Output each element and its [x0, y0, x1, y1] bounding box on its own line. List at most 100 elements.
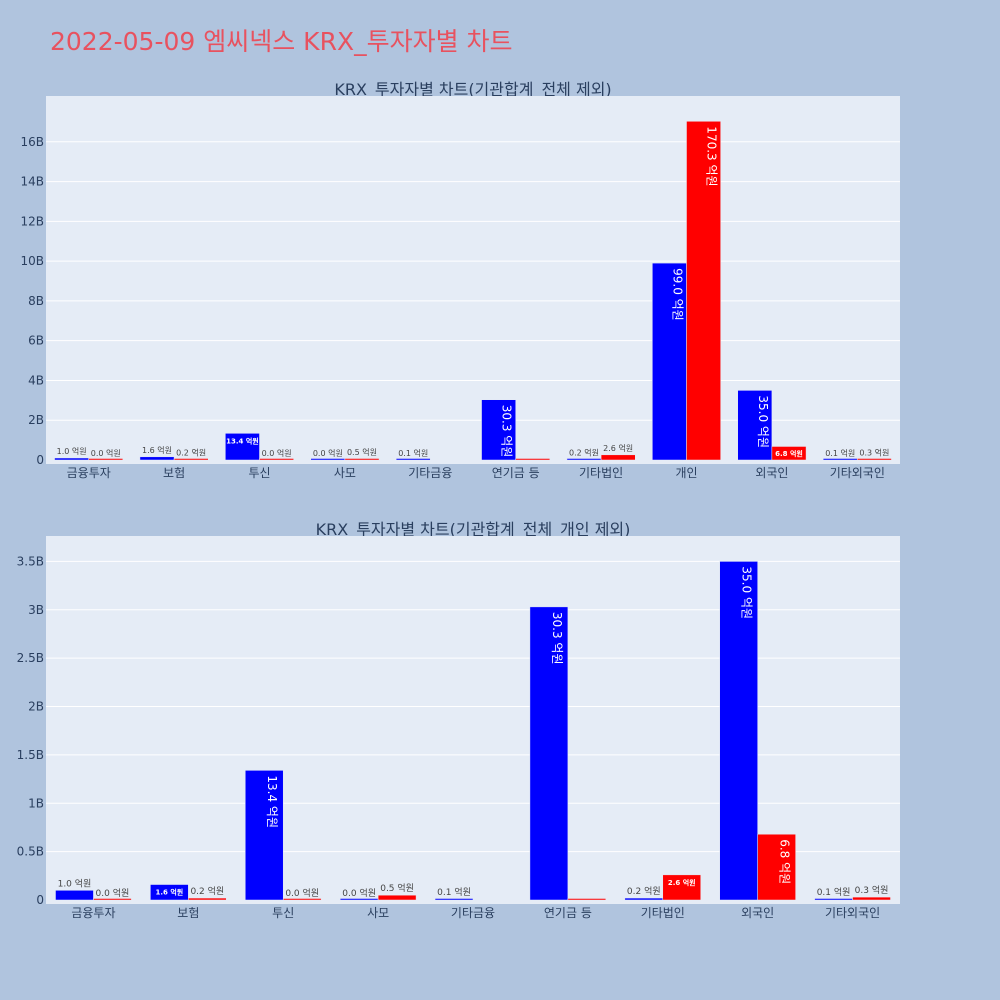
bar: [434, 898, 474, 901]
data-label: 0.1 억원: [825, 448, 855, 458]
data-label: 0.0 억원: [91, 448, 121, 458]
bar: [481, 399, 516, 461]
y-tick-label: 1.5B: [17, 748, 44, 762]
data-label: 1.6 억원: [142, 445, 172, 455]
bar: [566, 458, 602, 461]
bar: [662, 874, 701, 901]
data-label: 30.3 억원: [550, 612, 564, 665]
data-label: 13.4 억원: [226, 436, 259, 445]
data-label: 1.6 억원: [155, 888, 183, 897]
y-tick-label: 0.5B: [17, 845, 44, 859]
bar: [652, 262, 687, 461]
chart-top: KRX_투자자별 차트(기관합계_전체 제외) 0 2B 4B 6B 8B 10B 12B 1…: [20, 80, 900, 480]
bar: [344, 458, 380, 461]
bar: [814, 898, 853, 901]
data-label: 170.3 억원: [705, 126, 719, 186]
x-tick-label: 기타외국인: [825, 906, 880, 920]
bar: [310, 458, 346, 461]
data-label: 0.3 억원: [859, 447, 889, 457]
data-label: 30.3 억원: [500, 405, 514, 458]
y-tick-label: 6B: [28, 334, 44, 348]
x-tick-label: 기타금융: [451, 906, 495, 920]
y-tick-label: 8B: [28, 294, 44, 308]
x-tick-label: 연기금 등: [492, 466, 540, 480]
data-label: 0.1 억원: [437, 886, 471, 898]
bar: [757, 833, 796, 901]
bar: [771, 446, 807, 461]
x-tick-label: 보험: [163, 466, 185, 480]
x-tick-label: 연기금 등: [544, 906, 592, 920]
x-tick-label: 금융투자: [67, 466, 111, 480]
data-label: 0.0 억원: [342, 887, 376, 899]
data-label: 0.1 억원: [817, 886, 851, 898]
y-tick-label: 4B: [28, 373, 44, 387]
x-tick-label: 사모: [334, 466, 356, 480]
data-label: 0.1 억원: [398, 448, 428, 458]
bar: [529, 606, 569, 901]
y-tick-label: 14B: [20, 175, 44, 189]
bar: [822, 458, 858, 461]
data-label: 1.0 억원: [57, 446, 87, 456]
bar: [515, 458, 551, 461]
bar: [173, 458, 209, 461]
y-tick-label: 16B: [20, 135, 44, 149]
bar: [150, 884, 189, 901]
x-tick-label: 투신: [272, 906, 294, 920]
data-label: 35.0 억원: [740, 566, 754, 619]
x-tick-label: 기타법인: [579, 466, 623, 480]
data-label: 1.0 억원: [58, 877, 92, 889]
bar: [719, 561, 758, 901]
data-label: 6.8 억원: [775, 449, 803, 458]
bar: [245, 770, 284, 901]
x-tick-label: 개인: [675, 466, 697, 480]
x-tick-label: 금융투자: [71, 906, 115, 920]
data-label: 2.6 억원: [668, 878, 696, 887]
data-label: 0.0 억원: [285, 887, 319, 899]
page-title: 2022-05-09 엠씨넥스 KRX_투자자별 차트: [50, 27, 513, 56]
y-tick-label: 3.5B: [17, 554, 44, 568]
bar: [259, 458, 294, 461]
data-label: 0.2 억원: [569, 448, 599, 458]
y-tick-label: 12B: [20, 214, 44, 228]
data-label: 99.0 억원: [670, 268, 684, 321]
y-tick-label: 3B: [28, 603, 44, 617]
bar: [686, 121, 721, 461]
bar: [395, 458, 431, 461]
data-label: 0.0 억원: [313, 448, 343, 458]
bar: [93, 898, 132, 901]
data-label: 6.8 억원: [778, 839, 792, 884]
y-tick-label: 2B: [28, 413, 44, 427]
chart-title: KRX_투자자별 차트(기관합계_전체_개인 제외): [316, 520, 631, 540]
data-label: 0.2 억원: [190, 885, 224, 897]
data-label: 0.5 억원: [347, 447, 377, 457]
y-tick-label: 2B: [28, 700, 44, 714]
x-tick-label: 기타금융: [408, 466, 452, 480]
bar: [88, 458, 124, 461]
chart-bottom: KRX_투자자별 차트(기관합계_전체_개인 제외) 0 0.5B 1B 1.5B 2B…: [17, 520, 900, 920]
x-tick-label: 사모: [367, 906, 389, 920]
data-label: 13.4 억원: [265, 775, 279, 828]
bar: [600, 454, 636, 461]
bar: [188, 897, 227, 901]
bar: [139, 456, 175, 461]
bar: [567, 898, 607, 901]
bar: [54, 457, 89, 461]
data-label: 0.5 억원: [380, 882, 414, 894]
data-label: 0.0 억원: [96, 887, 130, 899]
x-tick-label: 기타외국인: [830, 466, 885, 480]
y-tick-label: 1B: [28, 796, 44, 810]
data-label: 0.0 억원: [262, 448, 292, 458]
chart-title: KRX_투자자별 차트(기관합계_전체 제외): [334, 80, 611, 100]
data-label: 2.6 억원: [603, 443, 633, 453]
x-tick-label: 외국인: [741, 906, 774, 920]
x-tick-label: 외국인: [755, 466, 788, 480]
data-label: 0.2 억원: [627, 885, 661, 897]
bar: [857, 458, 892, 461]
bar: [737, 390, 773, 461]
bar: [282, 898, 322, 901]
y-tick-label: 10B: [20, 254, 44, 268]
y-tick-label: 0: [36, 453, 44, 467]
y-tick-label: 0: [36, 893, 44, 907]
bar: [377, 894, 417, 901]
